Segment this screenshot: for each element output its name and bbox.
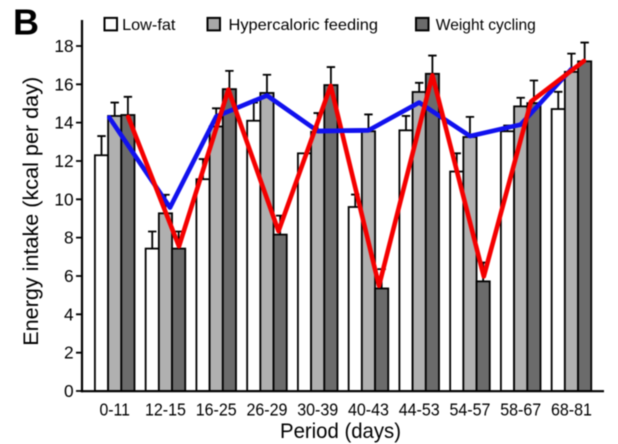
svg-text:8: 8 <box>64 228 74 248</box>
svg-text:58-67: 58-67 <box>500 399 541 419</box>
svg-text:Low-fat: Low-fat <box>122 17 176 34</box>
svg-text:18: 18 <box>54 36 73 56</box>
svg-text:10: 10 <box>54 189 73 209</box>
svg-text:12: 12 <box>54 151 73 171</box>
svg-text:16-25: 16-25 <box>196 399 237 419</box>
svg-text:30-39: 30-39 <box>297 399 338 419</box>
svg-text:54-57: 54-57 <box>449 399 490 419</box>
svg-text:16: 16 <box>54 74 73 94</box>
svg-text:Hypercaloric feeding: Hypercaloric feeding <box>229 17 379 34</box>
svg-text:12-15: 12-15 <box>145 399 186 419</box>
svg-text:26-29: 26-29 <box>246 399 287 419</box>
svg-text:2: 2 <box>64 343 74 363</box>
svg-text:Energy intake (kcal per day): Energy intake (kcal per day) <box>20 77 43 346</box>
svg-text:Period (days): Period (days) <box>280 420 401 443</box>
svg-text:4: 4 <box>64 304 74 324</box>
svg-text:B: B <box>13 1 39 42</box>
svg-text:68-81: 68-81 <box>551 399 592 419</box>
svg-text:0: 0 <box>64 381 74 401</box>
svg-text:6: 6 <box>64 266 74 286</box>
svg-text:14: 14 <box>54 113 74 133</box>
svg-text:Weight cycling: Weight cycling <box>436 17 536 34</box>
svg-text:0-11: 0-11 <box>99 399 130 419</box>
svg-text:44-53: 44-53 <box>399 399 440 419</box>
svg-text:40-43: 40-43 <box>348 399 389 419</box>
